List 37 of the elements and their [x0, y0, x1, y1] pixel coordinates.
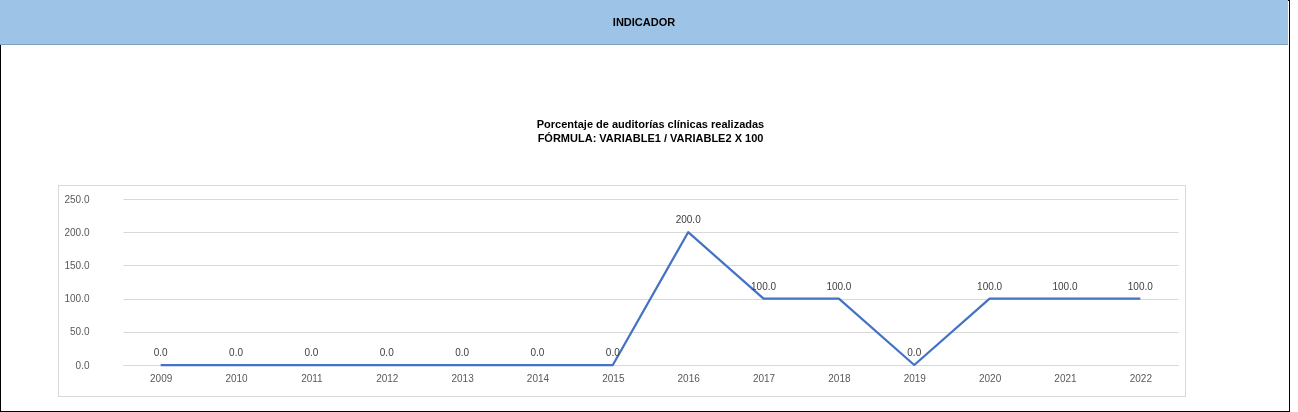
data-label: 100.0	[977, 280, 1003, 292]
data-label: 0.0	[455, 347, 470, 358]
x-tick-label: 2009	[150, 372, 173, 384]
chart-title: Porcentaje de auditorías clínicas realizadas	[536, 118, 765, 130]
data-label: 100.0	[826, 280, 852, 292]
x-tick-label: 2022	[1129, 372, 1153, 384]
x-tick-label: 2017	[752, 372, 776, 384]
y-tick-label: 250.0	[64, 193, 90, 205]
x-tick-label: 2014	[526, 372, 550, 384]
data-label: 100.0	[1127, 280, 1154, 292]
data-label: 200.0	[675, 214, 702, 226]
text: INDICADOR	[0, 0, 1288, 45]
data-label: 0.0	[153, 347, 169, 358]
x-tick-label: 2015	[602, 372, 625, 384]
data-label: 0.0	[530, 347, 545, 358]
data-label: 100.0	[1052, 280, 1078, 292]
x-tick-label: 2016	[677, 372, 701, 384]
data-label: 0.0	[304, 347, 319, 358]
y-tick-label: 150.0	[64, 259, 90, 271]
x-tick-label: 2012	[376, 372, 399, 384]
chart-subtitle: FÓRMULA: VARIABLE1 / VARIABLE2 X 100	[537, 132, 764, 144]
x-tick-label: 2020	[978, 372, 1002, 384]
x-tick-label: 2013	[451, 372, 475, 384]
data-label: 0.0	[907, 347, 922, 358]
y-tick-label: 0.0	[75, 359, 90, 371]
x-tick-label: 2018	[828, 372, 851, 384]
data-label: 0.0	[605, 347, 621, 358]
x-tick-label: 2021	[1054, 372, 1078, 384]
y-tick-label: 50.0	[70, 326, 90, 338]
data-label: 0.0	[379, 347, 395, 358]
y-tick-label: 200.0	[64, 226, 90, 238]
data-label: 100.0	[751, 280, 777, 292]
data-label: 0.0	[229, 347, 244, 358]
x-tick-label: 2019	[903, 372, 927, 384]
x-tick-label: 2011	[301, 372, 324, 384]
x-tick-label: 2010	[225, 372, 249, 384]
y-tick-label: 100.0	[64, 293, 90, 305]
